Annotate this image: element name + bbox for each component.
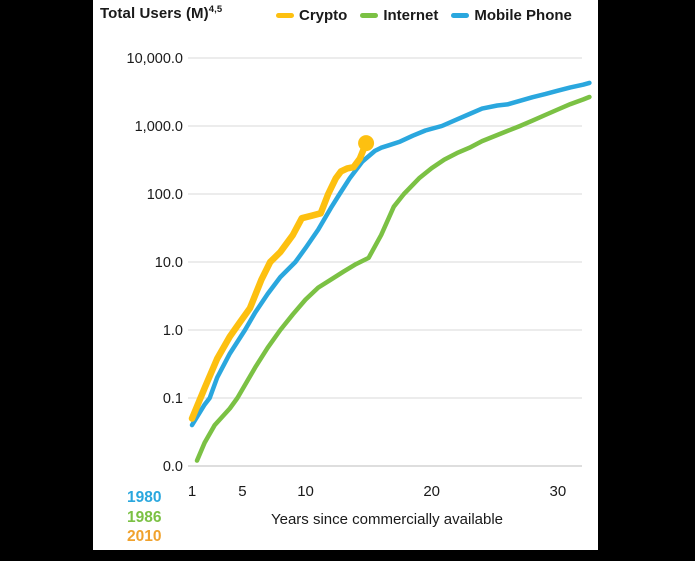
chart-panel: Total Users (M)4,5 Crypto Internet Mobile …	[93, 0, 598, 550]
adoption-curve-chart: 10,000.0 1,000.0 100.0 10.0 1.0 0.1 0.0 1 5 10 20 3…	[127, 51, 592, 500]
y-axis-tick-label: 1.0	[163, 323, 183, 339]
legend-swatch-internet	[360, 13, 379, 18]
x-axis-tick-label: 10	[297, 483, 314, 500]
launch-year-1986: 1986	[127, 508, 162, 526]
legend-label: Internet	[383, 7, 439, 24]
legend-swatch-crypto	[276, 13, 294, 18]
x-axis-tick-label: 20	[423, 483, 440, 500]
legend: Crypto Internet Mobile Phone	[276, 7, 572, 24]
footnote-reference: 4,5	[208, 4, 223, 15]
launch-year-2010: 2010	[127, 528, 162, 545]
legend-item-mobile-phone: Mobile Phone	[451, 7, 572, 24]
y-axis-tick-label: 0.0	[163, 459, 183, 475]
launch-year-1980: 1980	[127, 489, 162, 506]
legend-label: Crypto	[299, 7, 348, 24]
x-axis-tick-label: 1	[188, 483, 196, 500]
chart-title-text: Total Users (M)	[100, 5, 209, 22]
y-axis-tick-label: 10.0	[155, 255, 183, 271]
legend-item-crypto: Crypto	[276, 7, 347, 24]
y-axis-tick-label: 100.0	[147, 187, 183, 203]
series-launch-years: 1980 1986 2010	[127, 488, 161, 547]
x-axis-tick-label: 5	[238, 483, 246, 500]
y-axis-tick-label: 0.1	[163, 391, 183, 407]
series-line-internet	[194, 94, 592, 463]
legend-swatch-mobile-phone	[451, 13, 470, 18]
legend-item-internet: Internet	[360, 7, 438, 24]
series-line-mobile-phone	[189, 80, 592, 428]
crypto-end-marker	[358, 135, 375, 152]
x-axis-label: Years since commercially available	[270, 511, 504, 528]
series-line-crypto	[188, 139, 370, 422]
y-axis-tick-label: 1,000.0	[135, 119, 183, 135]
chart-title: Total Users (M)4,5	[100, 4, 222, 22]
x-axis-tick-label: 30	[549, 483, 566, 500]
legend-label: Mobile Phone	[474, 7, 572, 24]
y-axis-tick-label: 10,000.0	[127, 51, 183, 67]
